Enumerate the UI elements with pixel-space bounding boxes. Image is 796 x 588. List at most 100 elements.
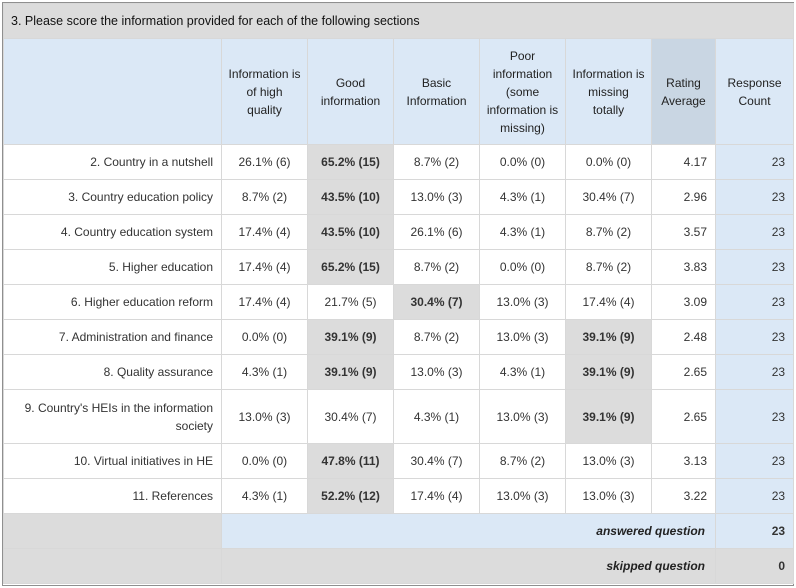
- cell-good: 65.2% (15): [307, 144, 394, 180]
- cell-poor: 13.0% (3): [479, 389, 566, 444]
- column-header-high-quality: Information is of high quality: [221, 38, 308, 145]
- cell-basic: 13.0% (3): [393, 179, 480, 215]
- cell-response-count: 23: [714, 284, 795, 320]
- table-row: 9. Country's HEIs in the information soc…: [3, 389, 795, 444]
- row-label: 10. Virtual initiatives in HE: [3, 443, 222, 479]
- results-table: 3. Please score the information provided…: [2, 3, 795, 584]
- row-label: 8. Quality assurance: [3, 354, 222, 390]
- cell-good: 65.2% (15): [307, 249, 394, 285]
- cell-high-quality: 26.1% (6): [221, 144, 308, 180]
- column-header-response-count: Response Count: [714, 38, 795, 145]
- cell-good: 30.4% (7): [307, 389, 394, 444]
- row-label: 6. Higher education reform: [3, 284, 222, 320]
- cell-high-quality: 0.0% (0): [221, 443, 308, 479]
- cell-high-quality: 0.0% (0): [221, 319, 308, 355]
- cell-response-count: 23: [714, 214, 795, 250]
- cell-missing: 30.4% (7): [565, 179, 652, 215]
- cell-response-count: 23: [714, 443, 795, 479]
- column-header-missing: Information is missing totally: [565, 38, 652, 145]
- cell-missing: 17.4% (4): [565, 284, 652, 320]
- table-row: 11. References 4.3% (1) 52.2% (12) 17.4% (4…: [3, 478, 795, 514]
- cell-rating-average: 2.48: [651, 319, 716, 355]
- cell-poor: 0.0% (0): [479, 249, 566, 285]
- row-label: 3. Country education policy: [3, 179, 222, 215]
- skipped-row: skipped question 0: [3, 548, 795, 584]
- cell-basic: 8.7% (2): [393, 144, 480, 180]
- cell-poor: 13.0% (3): [479, 284, 566, 320]
- column-header-rating-average: Rating Average: [651, 38, 716, 145]
- cell-rating-average: 3.57: [651, 214, 716, 250]
- cell-response-count: 23: [714, 179, 795, 215]
- table-row: 8. Quality assurance 4.3% (1) 39.1% (9) 13.…: [3, 354, 795, 390]
- skipped-label: skipped question: [221, 548, 716, 584]
- cell-missing: 8.7% (2): [565, 249, 652, 285]
- cell-poor: 13.0% (3): [479, 478, 566, 514]
- table-row: 4. Country education system 17.4% (4) 43.5…: [3, 214, 795, 250]
- cell-missing: 8.7% (2): [565, 214, 652, 250]
- table-row: 3. Country education policy 8.7% (2) 43.5%…: [3, 179, 795, 215]
- cell-basic: 17.4% (4): [393, 478, 480, 514]
- cell-poor: 4.3% (1): [479, 179, 566, 215]
- row-label: 7. Administration and finance: [3, 319, 222, 355]
- cell-high-quality: 13.0% (3): [221, 389, 308, 444]
- cell-missing: 13.0% (3): [565, 478, 652, 514]
- column-header-basic: Basic Information: [393, 38, 480, 145]
- cell-high-quality: 8.7% (2): [221, 179, 308, 215]
- cell-basic: 8.7% (2): [393, 249, 480, 285]
- cell-high-quality: 17.4% (4): [221, 214, 308, 250]
- row-label: 9. Country's HEIs in the information soc…: [3, 389, 222, 444]
- cell-high-quality: 4.3% (1): [221, 478, 308, 514]
- table-row: 7. Administration and finance 0.0% (0) 39.…: [3, 319, 795, 355]
- cell-response-count: 23: [714, 319, 795, 355]
- cell-basic: 13.0% (3): [393, 354, 480, 390]
- table-row: 6. Higher education reform 17.4% (4) 21.7%…: [3, 284, 795, 320]
- cell-good: 47.8% (11): [307, 443, 394, 479]
- cell-good: 39.1% (9): [307, 354, 394, 390]
- table-row: 5. Higher education 17.4% (4) 65.2% (15) 8.…: [3, 249, 795, 285]
- cell-rating-average: 3.83: [651, 249, 716, 285]
- answered-row: answered question 23: [3, 513, 795, 549]
- skipped-value: 0: [714, 548, 795, 584]
- cell-rating-average: 2.96: [651, 179, 716, 215]
- cell-rating-average: 2.65: [651, 354, 716, 390]
- cell-response-count: 23: [714, 144, 795, 180]
- cell-poor: 4.3% (1): [479, 354, 566, 390]
- cell-high-quality: 4.3% (1): [221, 354, 308, 390]
- cell-missing: 0.0% (0): [565, 144, 652, 180]
- cell-basic: 30.4% (7): [393, 443, 480, 479]
- row-label: 5. Higher education: [3, 249, 222, 285]
- cell-poor: 8.7% (2): [479, 443, 566, 479]
- row-label: 11. References: [3, 478, 222, 514]
- question-title: 3. Please score the information provided…: [2, 3, 795, 39]
- cell-good: 52.2% (12): [307, 478, 394, 514]
- cell-rating-average: 4.17: [651, 144, 716, 180]
- footer-blank-cell: [3, 548, 222, 584]
- footer-blank-cell: [3, 513, 222, 549]
- cell-basic: 4.3% (1): [393, 389, 480, 444]
- header-row: Information is of high quality Good info…: [3, 38, 795, 145]
- header-blank-cell: [3, 38, 222, 145]
- table-row: 10. Virtual initiatives in HE 0.0% (0) 47.…: [3, 443, 795, 479]
- cell-good: 21.7% (5): [307, 284, 394, 320]
- cell-basic: 26.1% (6): [393, 214, 480, 250]
- row-label: 2. Country in a nutshell: [3, 144, 222, 180]
- column-header-good: Good information: [307, 38, 394, 145]
- cell-good: 39.1% (9): [307, 319, 394, 355]
- cell-missing: 13.0% (3): [565, 443, 652, 479]
- answered-label: answered question: [221, 513, 716, 549]
- answered-value: 23: [714, 513, 795, 549]
- cell-response-count: 23: [714, 478, 795, 514]
- cell-missing: 39.1% (9): [565, 319, 652, 355]
- cell-good: 43.5% (10): [307, 214, 394, 250]
- cell-response-count: 23: [714, 249, 795, 285]
- cell-response-count: 23: [714, 354, 795, 390]
- column-header-poor: Poor information (some information is mi…: [479, 38, 566, 145]
- cell-response-count: 23: [714, 389, 795, 444]
- cell-rating-average: 3.22: [651, 478, 716, 514]
- cell-good: 43.5% (10): [307, 179, 394, 215]
- cell-high-quality: 17.4% (4): [221, 249, 308, 285]
- cell-poor: 0.0% (0): [479, 144, 566, 180]
- cell-rating-average: 3.13: [651, 443, 716, 479]
- cell-poor: 13.0% (3): [479, 319, 566, 355]
